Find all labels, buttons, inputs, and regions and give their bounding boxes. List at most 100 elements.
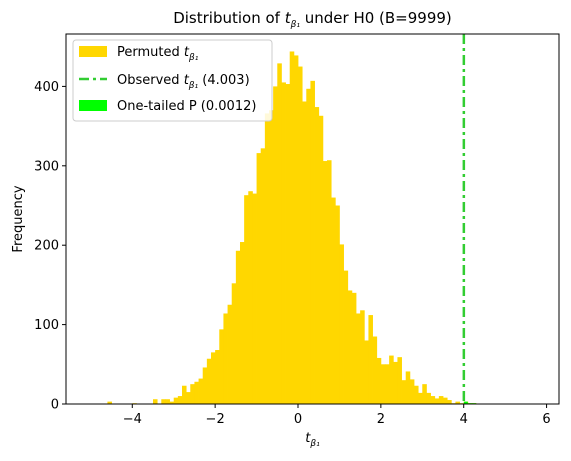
histogram-bar (401, 380, 407, 404)
x-tick-label: −4 (123, 412, 142, 427)
histogram-bar (211, 352, 216, 404)
x-tick-label: 0 (294, 412, 302, 427)
legend-frame (72, 39, 273, 122)
histogram-bar (161, 399, 166, 404)
histogram-bar (235, 250, 241, 404)
y-tick-label: 100 (34, 318, 59, 333)
legend-label-pvalue: One-tailed P (0.0012) (117, 99, 256, 114)
histogram-bar (248, 191, 253, 404)
histogram-bar (206, 358, 212, 404)
histogram-bar (223, 313, 228, 404)
histogram-bar (364, 340, 369, 404)
histogram-bar (376, 357, 382, 404)
histogram-bar (418, 392, 423, 404)
histogram-bar (194, 381, 199, 404)
histogram-bar (347, 290, 353, 404)
histogram-bar (405, 371, 411, 404)
histogram-bar (430, 396, 436, 404)
histogram-bar (244, 195, 249, 404)
y-axis-label: Frequency (11, 185, 26, 252)
histogram-bar (322, 161, 328, 404)
histogram-bar (190, 384, 195, 404)
histogram-bar (256, 153, 262, 404)
histogram-bar (327, 160, 332, 404)
histogram-bar (252, 193, 257, 404)
y-tick-label: 200 (34, 239, 59, 254)
histogram-bar (443, 397, 448, 404)
histogram-bar (438, 396, 444, 404)
histogram-bar (455, 401, 460, 404)
y-axis-ticks: 0 100 200 300 400 (34, 80, 66, 413)
histogram-bar (314, 107, 320, 404)
x-tick-label: 4 (460, 412, 468, 427)
legend-label-observed: Observed tβ₁ (4.003) (117, 73, 250, 91)
histogram-bar (397, 357, 402, 404)
histogram-bar (298, 66, 303, 404)
histogram-bar (302, 101, 307, 405)
histogram-bar (310, 80, 315, 405)
chart-title: Distribution of tβ₁ under H0 (B=9999) (173, 9, 452, 30)
histogram-bar (318, 115, 324, 404)
histogram-bar (240, 242, 245, 404)
y-tick-label: 400 (34, 80, 59, 95)
histogram-bar (360, 310, 365, 404)
histogram-bar (173, 397, 179, 404)
x-tick-label: 6 (542, 412, 550, 427)
histogram-bar (409, 379, 415, 404)
histogram-bar (434, 398, 440, 404)
histogram-bar (219, 329, 224, 404)
histogram-bar (260, 148, 266, 404)
x-tick-label: 2 (377, 412, 385, 427)
x-tick-label: −2 (206, 412, 225, 427)
histogram-bar (306, 88, 311, 405)
histogram-bar (389, 355, 394, 404)
histogram-bar (339, 244, 344, 404)
histogram-bar (356, 313, 361, 404)
histogram-bar (169, 401, 175, 404)
histogram-bar (426, 392, 431, 404)
histogram-bar (393, 361, 398, 404)
plot-frame (65, 33, 560, 405)
histogram-bar (153, 399, 158, 404)
histogram-bar (414, 385, 419, 404)
histogram-bar (422, 384, 427, 404)
histogram-bar (215, 350, 220, 404)
histogram-bar (372, 336, 378, 404)
histogram-bar (343, 270, 349, 404)
histogram-bar (231, 283, 237, 404)
legend-label-permuted: Permuted tβ₁ (117, 45, 199, 63)
histogram-bars (107, 51, 477, 405)
histogram-bar (202, 367, 208, 404)
histogram-bar (177, 396, 183, 404)
histogram-bar (264, 113, 270, 404)
legend-swatch-permuted (79, 46, 107, 57)
histogram-bar (269, 110, 274, 404)
y-tick-label: 300 (34, 159, 59, 174)
histogram-bar (107, 401, 112, 404)
histogram-bar (277, 63, 282, 404)
histogram-bar (385, 364, 390, 404)
x-axis-ticks: −4 −2 0 2 4 6 (123, 404, 551, 427)
histogram-bar (273, 86, 278, 404)
histogram-bar (182, 385, 187, 404)
histogram-bar (289, 51, 295, 405)
histogram-bar (186, 392, 191, 404)
histogram-bar (293, 55, 299, 404)
histogram-bar (165, 399, 170, 404)
legend-swatch-pvalue (79, 100, 107, 111)
histogram-bar (331, 197, 336, 404)
histogram-bar (380, 364, 386, 404)
x-axis-label: tβ₁ (305, 431, 320, 449)
histogram-bar (198, 378, 204, 404)
pvalue-bar (463, 401, 468, 404)
histogram-bar (351, 292, 357, 404)
histogram-bar (281, 82, 286, 405)
histogram-bar (285, 84, 291, 405)
histogram-bar (447, 400, 452, 404)
histogram-bar (335, 205, 340, 404)
legend: Permuted tβ₁ Observed tβ₁ (4.003) One-ta… (72, 39, 273, 122)
histogram-bar (227, 304, 233, 404)
y-tick-label: 0 (51, 398, 59, 413)
histogram-bar (368, 315, 373, 404)
